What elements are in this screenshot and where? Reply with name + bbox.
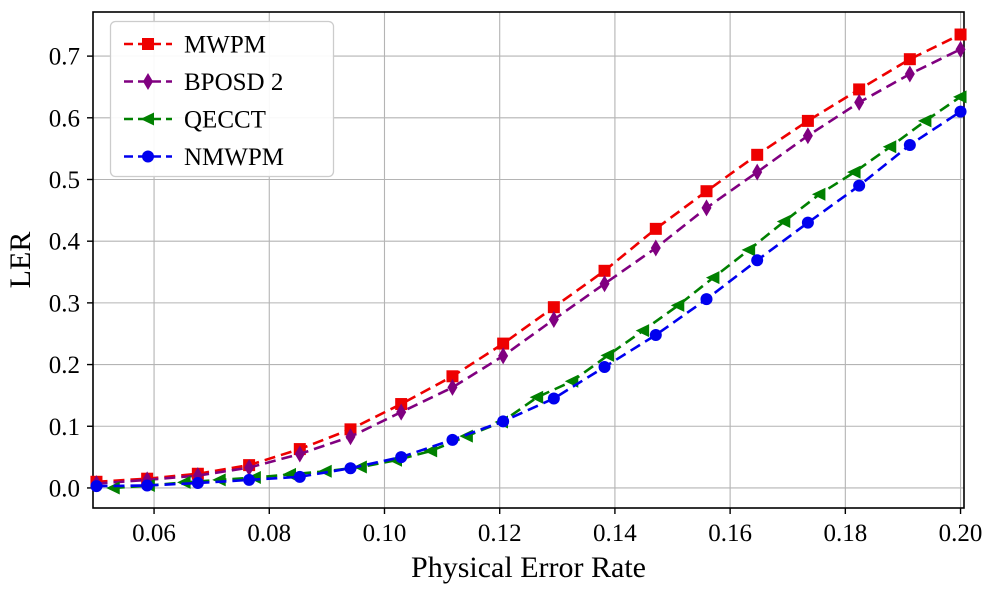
square-marker [497, 337, 510, 350]
square-marker [751, 148, 764, 161]
circle-marker [903, 138, 916, 151]
triangle-left-marker [917, 114, 932, 128]
square-marker [903, 53, 916, 66]
circle-marker [954, 105, 967, 118]
circle-marker [497, 415, 510, 428]
legend-box [109, 20, 335, 178]
x-tick-label: 0.14 [593, 520, 637, 547]
legend-entry-qecct: QECCT [124, 107, 266, 134]
triangle-left-marker [953, 90, 967, 104]
circle-marker [446, 433, 459, 446]
y-tick-label: 0.2 [49, 352, 80, 379]
thin-diamond-marker [599, 275, 610, 293]
y-tick-label: 0.5 [49, 167, 80, 194]
y-tick-label: 0.1 [49, 414, 80, 441]
legend: MWPM BPOSD 2 QECCT NMWPM [109, 20, 335, 178]
x-tick-label: 0.08 [247, 520, 291, 547]
x-tick-label: 0.06 [132, 520, 176, 547]
thin-diamond-marker [345, 428, 356, 446]
square-marker [649, 222, 662, 235]
triangle-left-marker [670, 298, 685, 312]
square-marker [547, 301, 560, 314]
circle-marker [243, 473, 256, 486]
legend-entry-mwpm: MWPM [124, 32, 266, 59]
triangle-left-marker [423, 444, 438, 458]
axes-spines [92, 11, 965, 509]
y-tick-label: 0.3 [49, 290, 80, 317]
series-line [96, 48, 962, 485]
legend-label: QECCT [184, 107, 266, 134]
legend-label: NMWPM [184, 144, 284, 171]
y-tick-label: 0.7 [49, 44, 80, 71]
square-marker [598, 264, 611, 277]
x-tick-label: 0.10 [363, 520, 407, 547]
triangle-left-marker [847, 165, 861, 179]
square-marker [142, 38, 154, 50]
y-tick-label: 0.4 [49, 229, 81, 256]
triangle-left-marker [705, 271, 720, 285]
x-tick-label: 0.18 [823, 520, 867, 547]
triangle-left-marker [882, 140, 897, 154]
circle-marker [90, 480, 103, 493]
square-marker [853, 83, 866, 96]
legend-label: BPOSD 2 [184, 69, 283, 96]
thin-diamond-marker [650, 239, 661, 257]
thin-diamond-marker [548, 311, 559, 329]
triangle-left-marker [212, 473, 226, 487]
circle-marker [293, 470, 306, 483]
thin-diamond-marker [396, 403, 407, 421]
triangle-left-marker [600, 348, 614, 362]
thin-diamond-marker [294, 445, 305, 463]
x-axis-label: Physical Error Rate [411, 551, 646, 584]
y-axis-label: LER [4, 232, 37, 289]
circle-marker [649, 328, 662, 341]
circle-marker [191, 477, 204, 490]
series-line [96, 33, 962, 484]
y-tick-label: 0.6 [49, 105, 80, 132]
triangle-left-marker [811, 187, 826, 201]
triangle-left-marker [529, 390, 544, 404]
circle-marker [344, 462, 357, 475]
thin-diamond-marker [498, 347, 509, 365]
x-tick-label: 0.12 [478, 520, 522, 547]
triangle-left-marker [140, 112, 154, 126]
square-marker [700, 185, 713, 198]
circle-marker [547, 392, 560, 405]
circle-marker [141, 479, 154, 492]
triangle-left-marker [635, 324, 650, 338]
square-marker [446, 370, 459, 383]
square-marker [954, 28, 967, 41]
thin-diamond-marker [854, 93, 865, 111]
circle-marker [853, 179, 866, 192]
tick-marks [87, 55, 962, 514]
circle-marker [395, 451, 408, 464]
circle-marker [801, 216, 814, 229]
legend-label: MWPM [184, 32, 266, 59]
triangle-left-marker [741, 243, 756, 257]
thin-diamond-marker [802, 127, 813, 145]
triangle-left-marker [776, 214, 791, 228]
y-tick-label: 0.0 [49, 475, 80, 502]
thin-diamond-marker [143, 73, 153, 90]
thin-diamond-marker [244, 459, 255, 477]
circle-marker [751, 254, 764, 267]
series-line [96, 110, 962, 488]
thin-diamond-marker [904, 65, 915, 83]
legend-entry-nmwpm: NMWPM [124, 144, 284, 171]
circle-marker [598, 361, 611, 374]
thin-diamond-marker [955, 40, 966, 58]
circle-marker [700, 293, 713, 306]
legend-entry-bposd-2: BPOSD 2 [124, 69, 283, 96]
series-nmwpm [90, 105, 967, 493]
square-marker [801, 114, 814, 127]
thin-diamond-marker [447, 378, 458, 396]
x-tick-label: 0.16 [708, 520, 752, 547]
thin-diamond-marker [701, 199, 712, 217]
thin-diamond-marker [752, 163, 763, 181]
x-tick-label: 0.20 [939, 520, 983, 547]
circle-marker [142, 150, 154, 163]
